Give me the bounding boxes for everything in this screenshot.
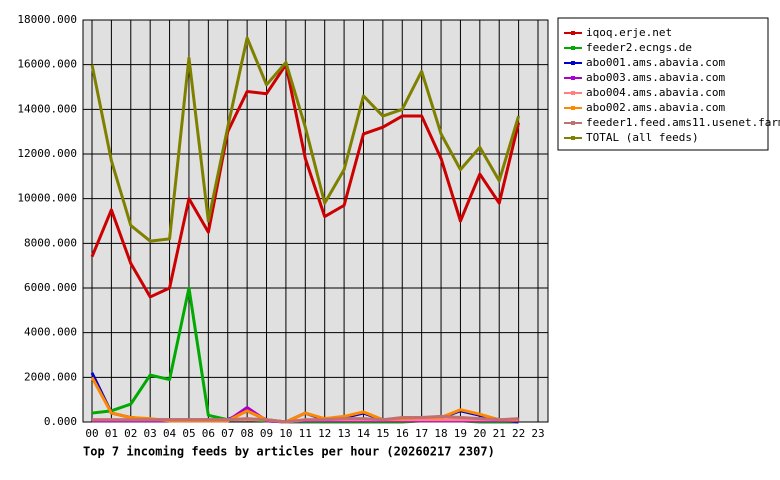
x-tick-label: 06: [202, 427, 215, 440]
legend-label: feeder2.ecngs.de: [586, 41, 692, 54]
x-tick-label: 14: [357, 427, 371, 440]
x-tick-label: 16: [396, 427, 409, 440]
legend-label: abo001.ams.abavia.com: [586, 56, 725, 69]
legend-marker: [571, 106, 575, 110]
legend-marker: [571, 76, 575, 80]
legend-label: TOTAL (all feeds): [586, 131, 699, 144]
legend-marker: [571, 136, 575, 140]
x-tick-label: 04: [163, 427, 177, 440]
x-tick-label: 22: [512, 427, 525, 440]
y-tick-label: 0.000: [44, 415, 77, 428]
y-tick-label: 6000.000: [24, 281, 77, 294]
x-tick-label: 09: [260, 427, 273, 440]
legend-marker: [571, 61, 575, 65]
x-tick-label: 12: [318, 427, 331, 440]
legend-marker: [571, 91, 575, 95]
x-tick-label: 17: [415, 427, 428, 440]
y-tick-label: 14000.000: [17, 102, 77, 115]
legend-label: abo004.ams.abavia.com: [586, 86, 725, 99]
x-tick-label: 18: [434, 427, 447, 440]
y-tick-label: 4000.000: [24, 326, 77, 339]
x-tick-label: 10: [279, 427, 292, 440]
series-line: [90, 36, 521, 243]
legend-label: iqoq.erje.net: [586, 26, 672, 39]
x-tick-label: 13: [337, 427, 350, 440]
y-tick-label: 10000.000: [17, 192, 77, 205]
y-tick-label: 8000.000: [24, 236, 77, 249]
legend-label: abo003.ams.abavia.com: [586, 71, 725, 84]
x-tick-label: 23: [531, 427, 544, 440]
x-tick-label: 01: [105, 427, 118, 440]
legend-label: abo002.ams.abavia.com: [586, 101, 725, 114]
series-line: [90, 63, 521, 299]
y-tick-label: 2000.000: [24, 370, 77, 383]
x-tick-label: 05: [182, 427, 195, 440]
x-tick-label: 07: [221, 427, 234, 440]
y-tick-label: 12000.000: [17, 147, 77, 160]
legend-marker: [571, 121, 575, 125]
series-line: [92, 414, 519, 424]
x-tick-label: 08: [241, 427, 254, 440]
x-tick-label: 11: [299, 427, 312, 440]
y-tick-label: 16000.000: [17, 58, 77, 71]
chart-title: Top 7 incoming feeds by articles per hou…: [83, 445, 495, 459]
legend-marker: [571, 31, 575, 35]
x-tick-label: 02: [124, 427, 137, 440]
legend-marker: [571, 46, 575, 50]
x-tick-label: 03: [144, 427, 157, 440]
y-tick-label: 18000.000: [17, 13, 77, 26]
x-tick-label: 21: [493, 427, 506, 440]
x-tick-label: 19: [454, 427, 467, 440]
x-tick-label: 20: [473, 427, 486, 440]
x-tick-label: 00: [85, 427, 98, 440]
legend-label: feeder1.feed.ams11.usenet.farm: [586, 116, 780, 129]
x-tick-label: 15: [376, 427, 389, 440]
plot-area: [83, 20, 548, 422]
legend-box: [557, 17, 769, 151]
